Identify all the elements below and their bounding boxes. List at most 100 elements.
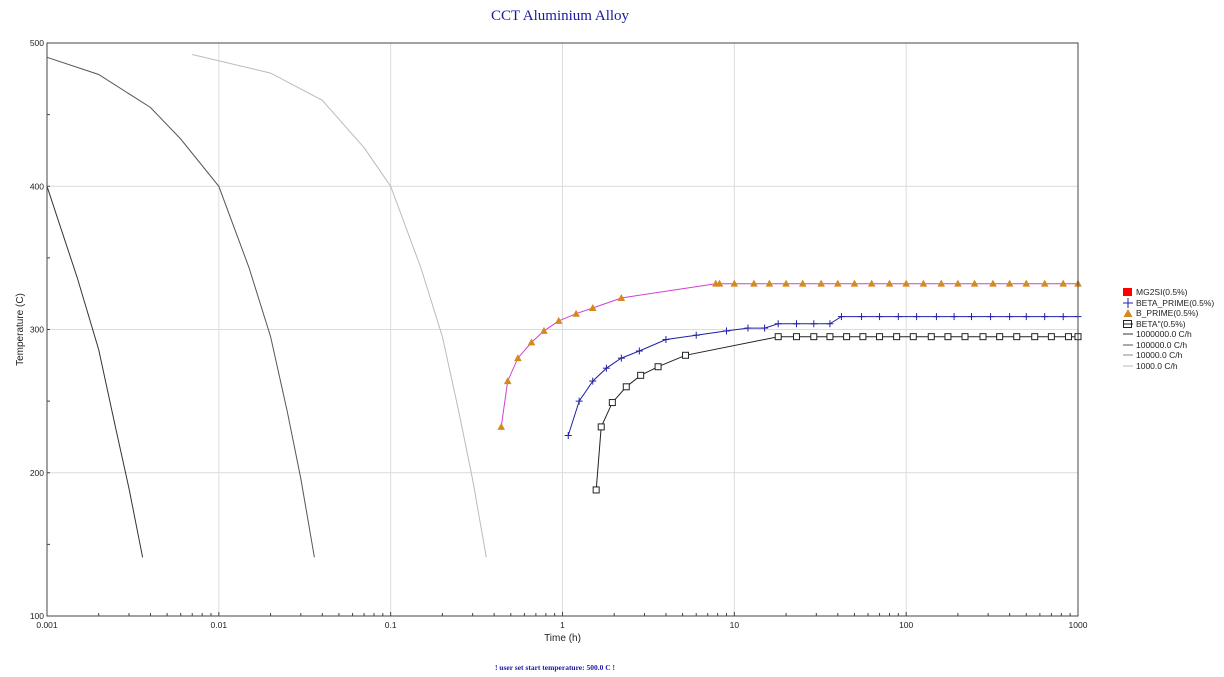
cooling-curve [46, 56, 315, 558]
beta-prime-marker [876, 313, 884, 321]
legend-item: MG2SI(0.5%) [1122, 287, 1214, 298]
series-2 [497, 279, 1082, 430]
beta-prime-marker [826, 320, 834, 328]
x-axis-label: Time (h) [544, 633, 581, 644]
beta-prime-marker [967, 313, 975, 321]
beta-prime-marker [602, 364, 610, 372]
beta-double-prime-marker [859, 333, 867, 341]
chart-title: CCT Aluminium Alloy [490, 8, 630, 24]
legend-item: 1000.0 C/h [1122, 361, 1214, 372]
cooling-curve [46, 186, 144, 558]
b-prime-marker [554, 316, 563, 324]
beta-double-prime-marker [1031, 333, 1039, 341]
beta-double-prime-marker [682, 351, 690, 359]
legend-label: 100000.0 C/h [1136, 339, 1188, 350]
b-prime-marker [954, 279, 962, 287]
beta-prime-marker [1006, 313, 1014, 321]
beta-prime-marker [589, 377, 597, 385]
beta-double-prime-marker [774, 333, 782, 341]
y-tick-label: 500 [30, 38, 44, 48]
x-tick-label: 1 [560, 620, 565, 630]
x-tick-label: 10 [730, 620, 740, 630]
b-prime-marker [782, 279, 790, 287]
b-prime-marker [817, 279, 825, 287]
beta-double-prime-marker [592, 486, 600, 494]
b-prime-marker [765, 279, 774, 287]
series-layer [46, 54, 1082, 558]
beta-double-prime-marker [979, 333, 987, 341]
beta-double-prime-marker [996, 333, 1004, 341]
beta-prime-marker [635, 347, 643, 355]
b-prime-marker [730, 279, 739, 287]
beta-prime-marker [1059, 313, 1067, 321]
beta-double-prime-marker [893, 333, 901, 341]
legend-swatch [1123, 344, 1133, 346]
y-tick-label: 300 [30, 325, 44, 335]
beta-prime-marker [575, 397, 583, 405]
legend-swatch [1123, 365, 1133, 367]
b-prime-marker [750, 279, 758, 287]
b-prime-marker [1022, 279, 1031, 287]
beta-prime-marker [913, 313, 921, 321]
series-7 [192, 54, 487, 558]
b-prime-marker [885, 279, 894, 287]
beta-prime-marker [774, 320, 782, 328]
beta-prime-marker [692, 331, 700, 339]
beta-double-prime-marker [1064, 333, 1072, 341]
beta-prime-marker [761, 324, 769, 332]
legend-label: 10000.0 C/h [1136, 350, 1183, 361]
beta-prime-marker [810, 320, 818, 328]
b-prime-marker [588, 304, 597, 312]
beta-prime-marker [564, 432, 572, 440]
b-prime-marker [850, 279, 859, 287]
series-3 [592, 333, 1082, 494]
beta-prime-marker [1022, 313, 1030, 321]
b-prime-marker [1005, 279, 1014, 287]
beta-prime-marker [950, 313, 958, 321]
legend-item: 1000000.0 C/h [1122, 329, 1214, 340]
y-tick-label: 400 [30, 181, 44, 191]
legend-swatch [1123, 297, 1133, 308]
beta-prime-marker [662, 336, 670, 344]
b-prime-marker [798, 279, 807, 287]
b-prime-marker [715, 279, 724, 287]
legend-swatch [1123, 354, 1133, 356]
phase-curve [595, 336, 1078, 490]
x-tick-label: 100 [899, 620, 913, 630]
b-prime-marker [919, 279, 928, 287]
beta-double-prime-marker [843, 333, 851, 341]
series-5 [46, 56, 315, 558]
legend-swatch [1123, 333, 1133, 335]
b-prime-marker [902, 279, 910, 287]
beta-prime-marker [858, 313, 866, 321]
beta-double-prime-marker [608, 399, 616, 407]
y-tick-label: 100 [30, 611, 44, 621]
legend-label: BETA_PRIME(0.5%) [1136, 297, 1215, 308]
x-tick-label: 1000 [1069, 620, 1088, 630]
axis-layer: 0.001 0.01 0.1 1 10 100 1000 100 200 300 400 500 Tim… [15, 38, 1088, 644]
b-prime-marker [540, 326, 548, 334]
legend-swatch [1123, 309, 1133, 318]
legend-label: MG2SI(0.5%) [1136, 287, 1188, 298]
beta-double-prime-marker [810, 333, 818, 341]
phase-curve [500, 283, 1078, 427]
beta-double-prime-marker [622, 383, 630, 391]
b-prime-marker [617, 293, 626, 301]
legend-label: B_PRIME(0.5%) [1136, 308, 1199, 319]
grid-layer [47, 43, 1078, 616]
b-prime-marker [514, 354, 522, 362]
legend-label: 1000000.0 C/h [1136, 329, 1192, 340]
legend-label: 1000.0 C/h [1136, 360, 1178, 371]
legend-item: BETA_PRIME(0.5%) [1122, 297, 1215, 309]
beta-double-prime-marker [597, 423, 605, 431]
b-prime-marker [833, 279, 842, 287]
series-4 [46, 186, 144, 558]
beta-double-prime-marker [944, 333, 952, 341]
b-prime-marker [503, 377, 512, 385]
x-tick-label: 0.001 [36, 620, 58, 630]
legend-item: BETA"(0.5%) [1122, 319, 1214, 330]
beta-prime-marker [894, 313, 902, 321]
b-prime-marker [867, 279, 876, 287]
beta-double-prime-marker [961, 333, 969, 341]
